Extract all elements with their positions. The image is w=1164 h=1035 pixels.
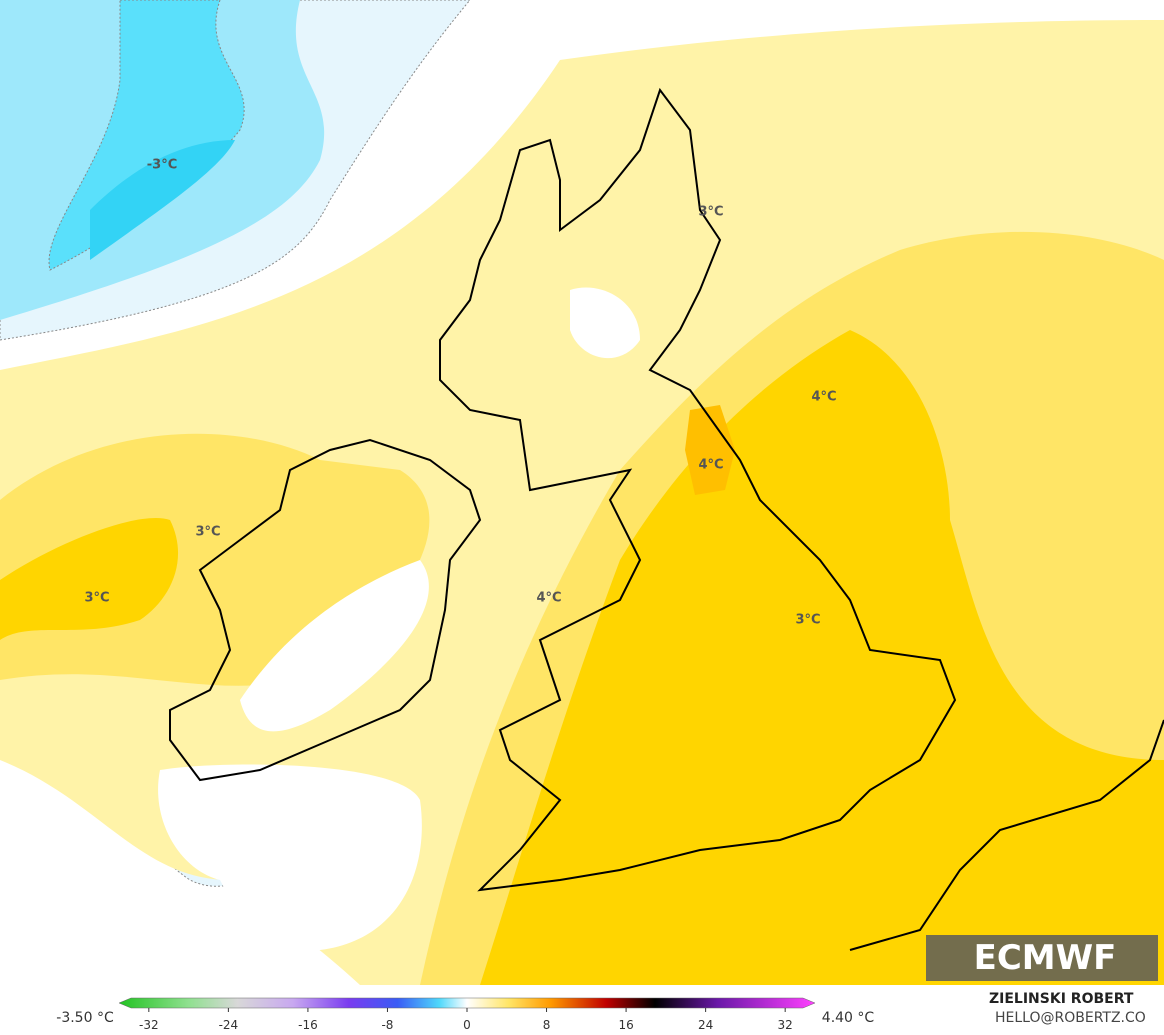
colorbar-tick-label: -16: [298, 1018, 318, 1032]
coastline-great-britain: [439, 87, 957, 892]
neutral-zone: [240, 560, 429, 732]
cold-zone: [90, 140, 235, 260]
map: -3°C 3°C 4°C 4°C 3°C 3°C 4°C 3°C ECMWF: [0, 0, 1164, 985]
neutral-zone: [570, 287, 640, 359]
colorbar: -3.50 °C 4.40 °C -32 -24 -16 -8 0 8 16 24 32: [56, 997, 875, 1032]
coastline-europe: [849, 719, 1164, 951]
neutral-zone: [158, 764, 422, 952]
colorbar-tick-label: -24: [219, 1018, 239, 1032]
warm-zone: [0, 518, 179, 640]
isotherm-label: 3°C: [195, 525, 220, 540]
warm-zone: [480, 330, 1164, 985]
max-label: 4.40 °C: [822, 1010, 875, 1026]
colorbar-tick-label: -8: [381, 1018, 393, 1032]
isotherm-label: 3°C: [84, 591, 109, 606]
logo-box: ECMWF: [926, 935, 1158, 981]
isotherm-label: 3°C: [698, 205, 723, 220]
colorbar-tick-label: -32: [139, 1018, 159, 1032]
footer: [0, 985, 1164, 1035]
logo-background: [926, 935, 1158, 981]
colorbar-bar: [118, 997, 816, 1009]
logo-text: ECMWF: [974, 938, 1117, 978]
isotherm-label: -3°C: [147, 158, 177, 173]
colorbar-tick-label: 24: [698, 1018, 713, 1032]
isotherm-label: 4°C: [811, 390, 836, 405]
credit-email: HELLO@ROBERTZ.CO: [995, 1010, 1146, 1026]
isotherm-label: 4°C: [698, 458, 723, 473]
credit-name: ZIELINSKI ROBERT: [989, 991, 1134, 1007]
colorbar-tick-label: 16: [618, 1018, 633, 1032]
warm-core: [685, 405, 735, 495]
coastline-ireland: [169, 438, 482, 782]
isotherm-label: 4°C: [536, 591, 561, 606]
isotherm-label: 3°C: [795, 613, 820, 628]
colorbar-tick-label: 32: [778, 1018, 793, 1032]
min-label: -3.50 °C: [56, 1010, 114, 1026]
colorbar-tick-label: 0: [463, 1018, 471, 1032]
colorbar-tick-label: 8: [543, 1018, 551, 1032]
